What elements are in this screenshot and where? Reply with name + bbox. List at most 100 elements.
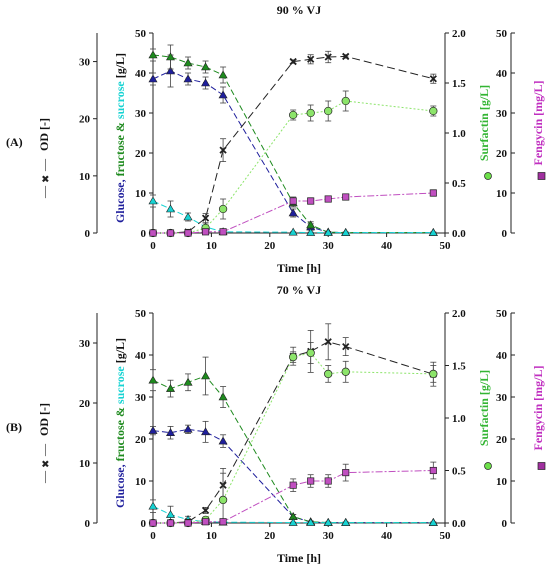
data-point-fengycin	[184, 229, 192, 237]
surfactin-axis-legend-marker	[484, 172, 492, 180]
sugar-axis-tick-label: 50	[135, 308, 147, 320]
series-line-od	[153, 341, 434, 524]
data-point-glucose	[201, 78, 211, 87]
series-fengycin	[149, 461, 437, 527]
data-point-od	[324, 338, 332, 346]
data-point-sucrose	[183, 212, 193, 221]
data-point-fructose	[148, 50, 158, 59]
x-tick-label: 30	[323, 240, 335, 252]
data-point-fructose	[166, 383, 176, 392]
data-point-sucrose	[428, 227, 438, 236]
chart-panel-b: 70 % VJ (B) 0 10 20 30 40 50 Time [h] 0 10 20 30 40 50…	[6, 283, 546, 565]
x-axis-label: Time [h]	[277, 551, 321, 565]
fengycin-axis-tick-label: 20	[496, 434, 508, 446]
x-axis-label: Time [h]	[277, 261, 321, 275]
sugar-axis-label: Glucose, fructose & sucrose [g/L]	[113, 338, 127, 508]
series-sucrose	[148, 194, 438, 236]
series-glucose	[148, 54, 438, 236]
od-axis-tick-label: 0	[85, 518, 91, 530]
data-point-glucose	[183, 424, 193, 433]
data-point-sucrose	[148, 501, 158, 510]
data-point-fengycin	[219, 228, 227, 236]
sugar-axis-tick-label: 10	[135, 188, 147, 200]
data-point-od	[324, 53, 332, 61]
chart-title: 70 % VJ	[277, 283, 321, 297]
sugar-axis-label-part: Glucose,	[113, 464, 127, 508]
data-point-fengycin	[324, 195, 332, 203]
data-point-sucrose	[306, 517, 316, 526]
data-point-fructose	[183, 377, 193, 386]
surfactin-axis-tick-label: 1.0	[452, 413, 466, 425]
data-point-surfactin	[324, 106, 333, 116]
sugar-axis-tick-label: 20	[135, 434, 147, 446]
data-point-glucose	[218, 436, 228, 445]
series-line-sucrose	[152, 505, 434, 524]
fengycin-axis-tick-label: 20	[496, 148, 508, 160]
data-point-fructose	[166, 52, 176, 61]
surfactin-axis-label: Surfactin [g/L]	[477, 85, 491, 161]
sugar-axis-label-part: [g/L]	[113, 53, 127, 81]
series-fructose	[148, 44, 438, 236]
od-axis-label: OD [-]	[37, 118, 51, 151]
fengycin-axis-tick-label: 10	[496, 188, 508, 200]
data-point-fengycin	[289, 481, 297, 489]
fengycin-axis-tick-label: 50	[496, 308, 508, 320]
series-line-glucose	[152, 428, 434, 524]
od-axis-legend-marker: ✖	[41, 460, 52, 468]
sugar-axis-tick-label: 40	[135, 350, 147, 362]
sugar-axis-label-part: [g/L]	[113, 338, 127, 366]
sugar-axis-label-part: Glucose,	[113, 179, 127, 223]
data-point-fructose	[218, 70, 228, 79]
data-point-fructose	[201, 62, 211, 71]
data-point-glucose	[288, 208, 298, 217]
od-axis-legend-dash: —	[37, 158, 51, 172]
series-surfactin	[148, 341, 438, 528]
data-point-fengycin	[429, 189, 437, 197]
data-point-fengycin	[289, 197, 297, 205]
x-tick-label: 0	[150, 530, 156, 542]
series-line-fengycin	[153, 470, 434, 524]
od-axis-tick-label: 30	[79, 57, 91, 69]
od-axis-legend-dash: —	[37, 470, 51, 484]
data-point-fengycin	[202, 518, 210, 526]
od-axis-tick-label: 30	[79, 338, 91, 350]
surfactin-axis-tick-label: 1.5	[452, 78, 466, 90]
sugar-axis-tick-label: 0	[141, 518, 147, 530]
data-point-surfactin	[289, 110, 298, 120]
data-point-od	[219, 146, 227, 154]
x-tick-label: 0	[150, 240, 156, 252]
data-point-surfactin	[324, 369, 333, 379]
series-line-surfactin	[153, 100, 434, 234]
data-point-sucrose	[341, 517, 351, 526]
x-tick-label: 10	[206, 240, 218, 252]
data-point-od	[289, 57, 297, 66]
surfactin-axis-tick-label: 1.0	[452, 128, 466, 140]
x-tick-label: 40	[381, 530, 393, 542]
data-point-fengycin	[219, 518, 227, 526]
x-tick-label: 40	[381, 240, 393, 252]
data-point-fengycin	[342, 469, 350, 477]
data-point-fengycin	[307, 197, 315, 205]
data-point-od	[429, 75, 437, 83]
data-point-sucrose	[288, 227, 298, 236]
data-point-surfactin	[341, 367, 350, 376]
surfactin-axis-label: Surfactin [g/L]	[477, 370, 491, 446]
series-line-glucose	[152, 70, 434, 234]
sugar-axis-tick-label: 30	[135, 392, 147, 404]
od-axis-title: — ✖ — OD [-]	[37, 118, 52, 199]
sugar-axis-label: Glucose, fructose & sucrose [g/L]	[113, 53, 127, 223]
data-point-surfactin	[289, 352, 298, 362]
data-point-fengycin	[429, 466, 437, 475]
fengycin-axis-tick-label: 30	[496, 108, 508, 120]
data-point-sucrose	[148, 196, 158, 205]
data-point-surfactin	[218, 495, 228, 505]
sugar-axis-tick-label: 30	[135, 108, 147, 120]
od-axis-title: — ✖ — OD [-]	[37, 403, 52, 484]
series-fructose	[148, 356, 438, 526]
fengycin-axis-label: Fengycin [mg/L]	[531, 81, 545, 166]
od-axis-legend-marker: ✖	[41, 175, 52, 183]
series-od	[149, 50, 437, 237]
data-point-fengycin	[149, 519, 157, 527]
data-point-sucrose	[341, 227, 351, 236]
